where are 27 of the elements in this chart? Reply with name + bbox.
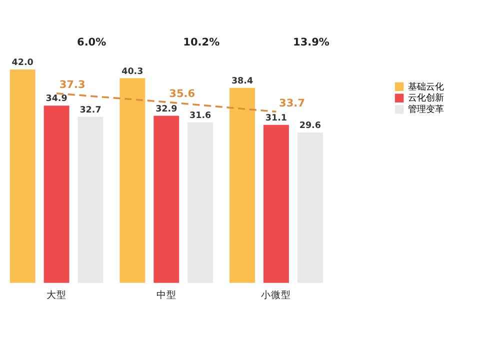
data-label: 34.9	[46, 94, 68, 104]
data-label: 40.3	[122, 66, 144, 77]
data-label: 32.7	[80, 105, 102, 116]
data-label: 35.6	[169, 88, 196, 100]
bar	[120, 78, 146, 283]
text: 10.2%	[183, 36, 220, 49]
data-label: 32.9	[156, 104, 178, 114]
legend-label: 云化创新	[408, 92, 444, 104]
bar	[10, 70, 36, 283]
legend-label: 基础云化	[408, 81, 444, 92]
data-label: 31.6	[190, 110, 212, 121]
text: 6.0%	[77, 36, 107, 49]
data-label: 37.3	[59, 79, 86, 92]
data-label: 31.1	[265, 114, 287, 124]
x-tick-label: 大型	[46, 289, 67, 302]
x-tick-label: 中型	[156, 289, 176, 302]
legend-label: 管理变革	[408, 104, 444, 116]
bar	[230, 88, 255, 283]
bar	[263, 124, 289, 283]
data-label: 38.4	[231, 76, 254, 86]
data-label: 33.7	[279, 97, 305, 110]
text: 13.9%	[293, 36, 330, 49]
bar	[44, 106, 70, 283]
bar	[154, 116, 180, 283]
data-label: 29.6	[299, 121, 321, 132]
data-label: 42.0	[12, 58, 34, 68]
x-tick-label: 小微型	[261, 289, 292, 302]
